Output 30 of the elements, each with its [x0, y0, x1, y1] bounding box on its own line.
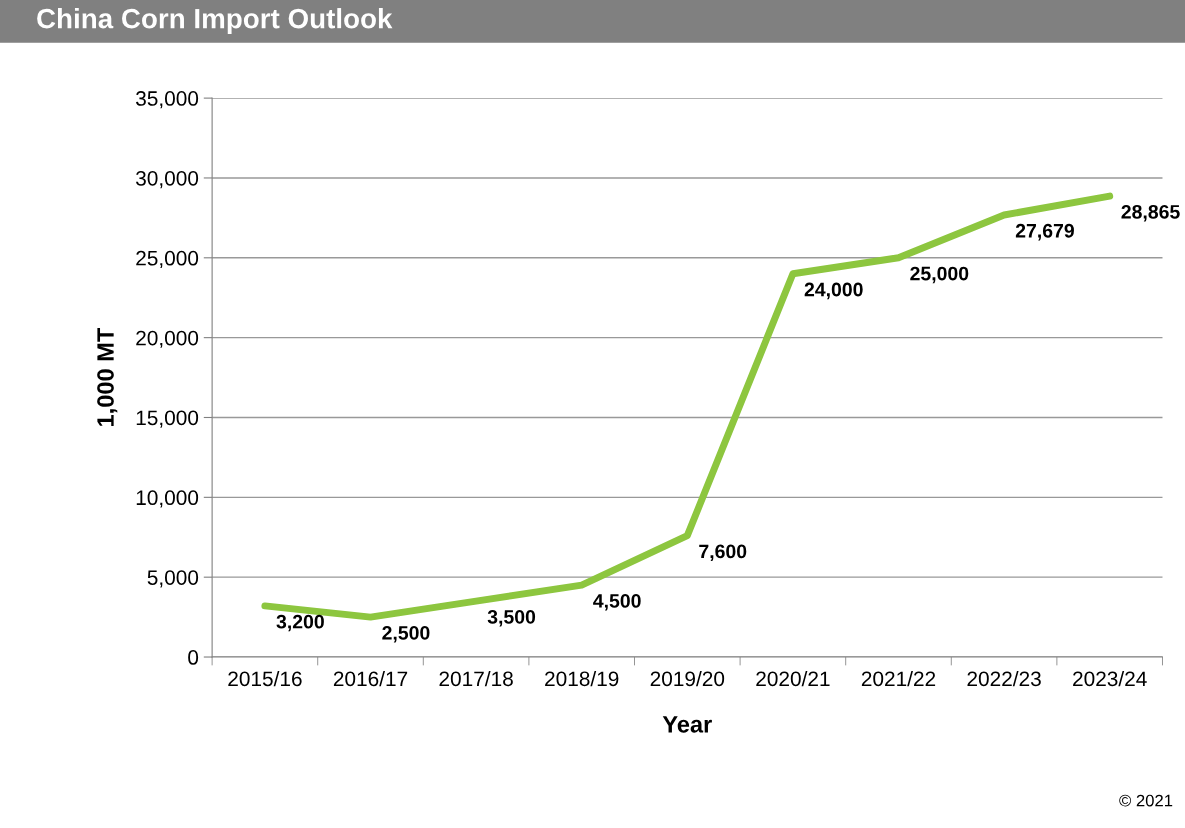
y-axis-title: 1,000 MT	[97, 327, 118, 426]
y-tick-label: 30,000	[136, 170, 199, 189]
data-label: 2,500	[382, 625, 430, 643]
x-tick-label: 2023/24	[1073, 670, 1147, 687]
y-tick-label: 0	[188, 650, 199, 665]
data-label: 27,679	[1015, 223, 1074, 241]
y-tick-label: 15,000	[136, 410, 199, 428]
y-tick-label: 35,000	[136, 91, 199, 109]
data-label: 3,500	[487, 609, 536, 627]
x-tick-label: 2019/20	[650, 670, 725, 687]
x-tick-label: 2018/19	[545, 670, 619, 687]
chart-title: China Corn Import Outlook	[37, 8, 393, 34]
y-tick-label: 25,000	[136, 250, 199, 269]
x-tick-label: 2022/23	[967, 670, 1041, 687]
x-tick-label: 2015/16	[228, 670, 302, 687]
y-tick-label: 5,000	[147, 570, 199, 588]
data-label: 4,500	[593, 594, 641, 611]
data-label: 7,600	[699, 544, 747, 562]
x-tick-label: 2017/18	[439, 670, 513, 687]
x-tick-label: 2016/17	[333, 670, 408, 687]
x-tick-label: 2020/21	[756, 670, 830, 687]
x-axis-title: Year	[662, 716, 712, 733]
y-tick-label: 10,000	[136, 490, 199, 508]
text: © 2021	[1119, 794, 1173, 807]
data-label: 25,000	[910, 266, 969, 284]
data-label: 28,865	[1121, 204, 1180, 222]
data-label: 3,200	[276, 614, 324, 632]
x-tick-label: 2021/22	[861, 670, 936, 687]
y-tick-label: 20,000	[136, 330, 199, 348]
data-label: 24,000	[804, 282, 863, 300]
